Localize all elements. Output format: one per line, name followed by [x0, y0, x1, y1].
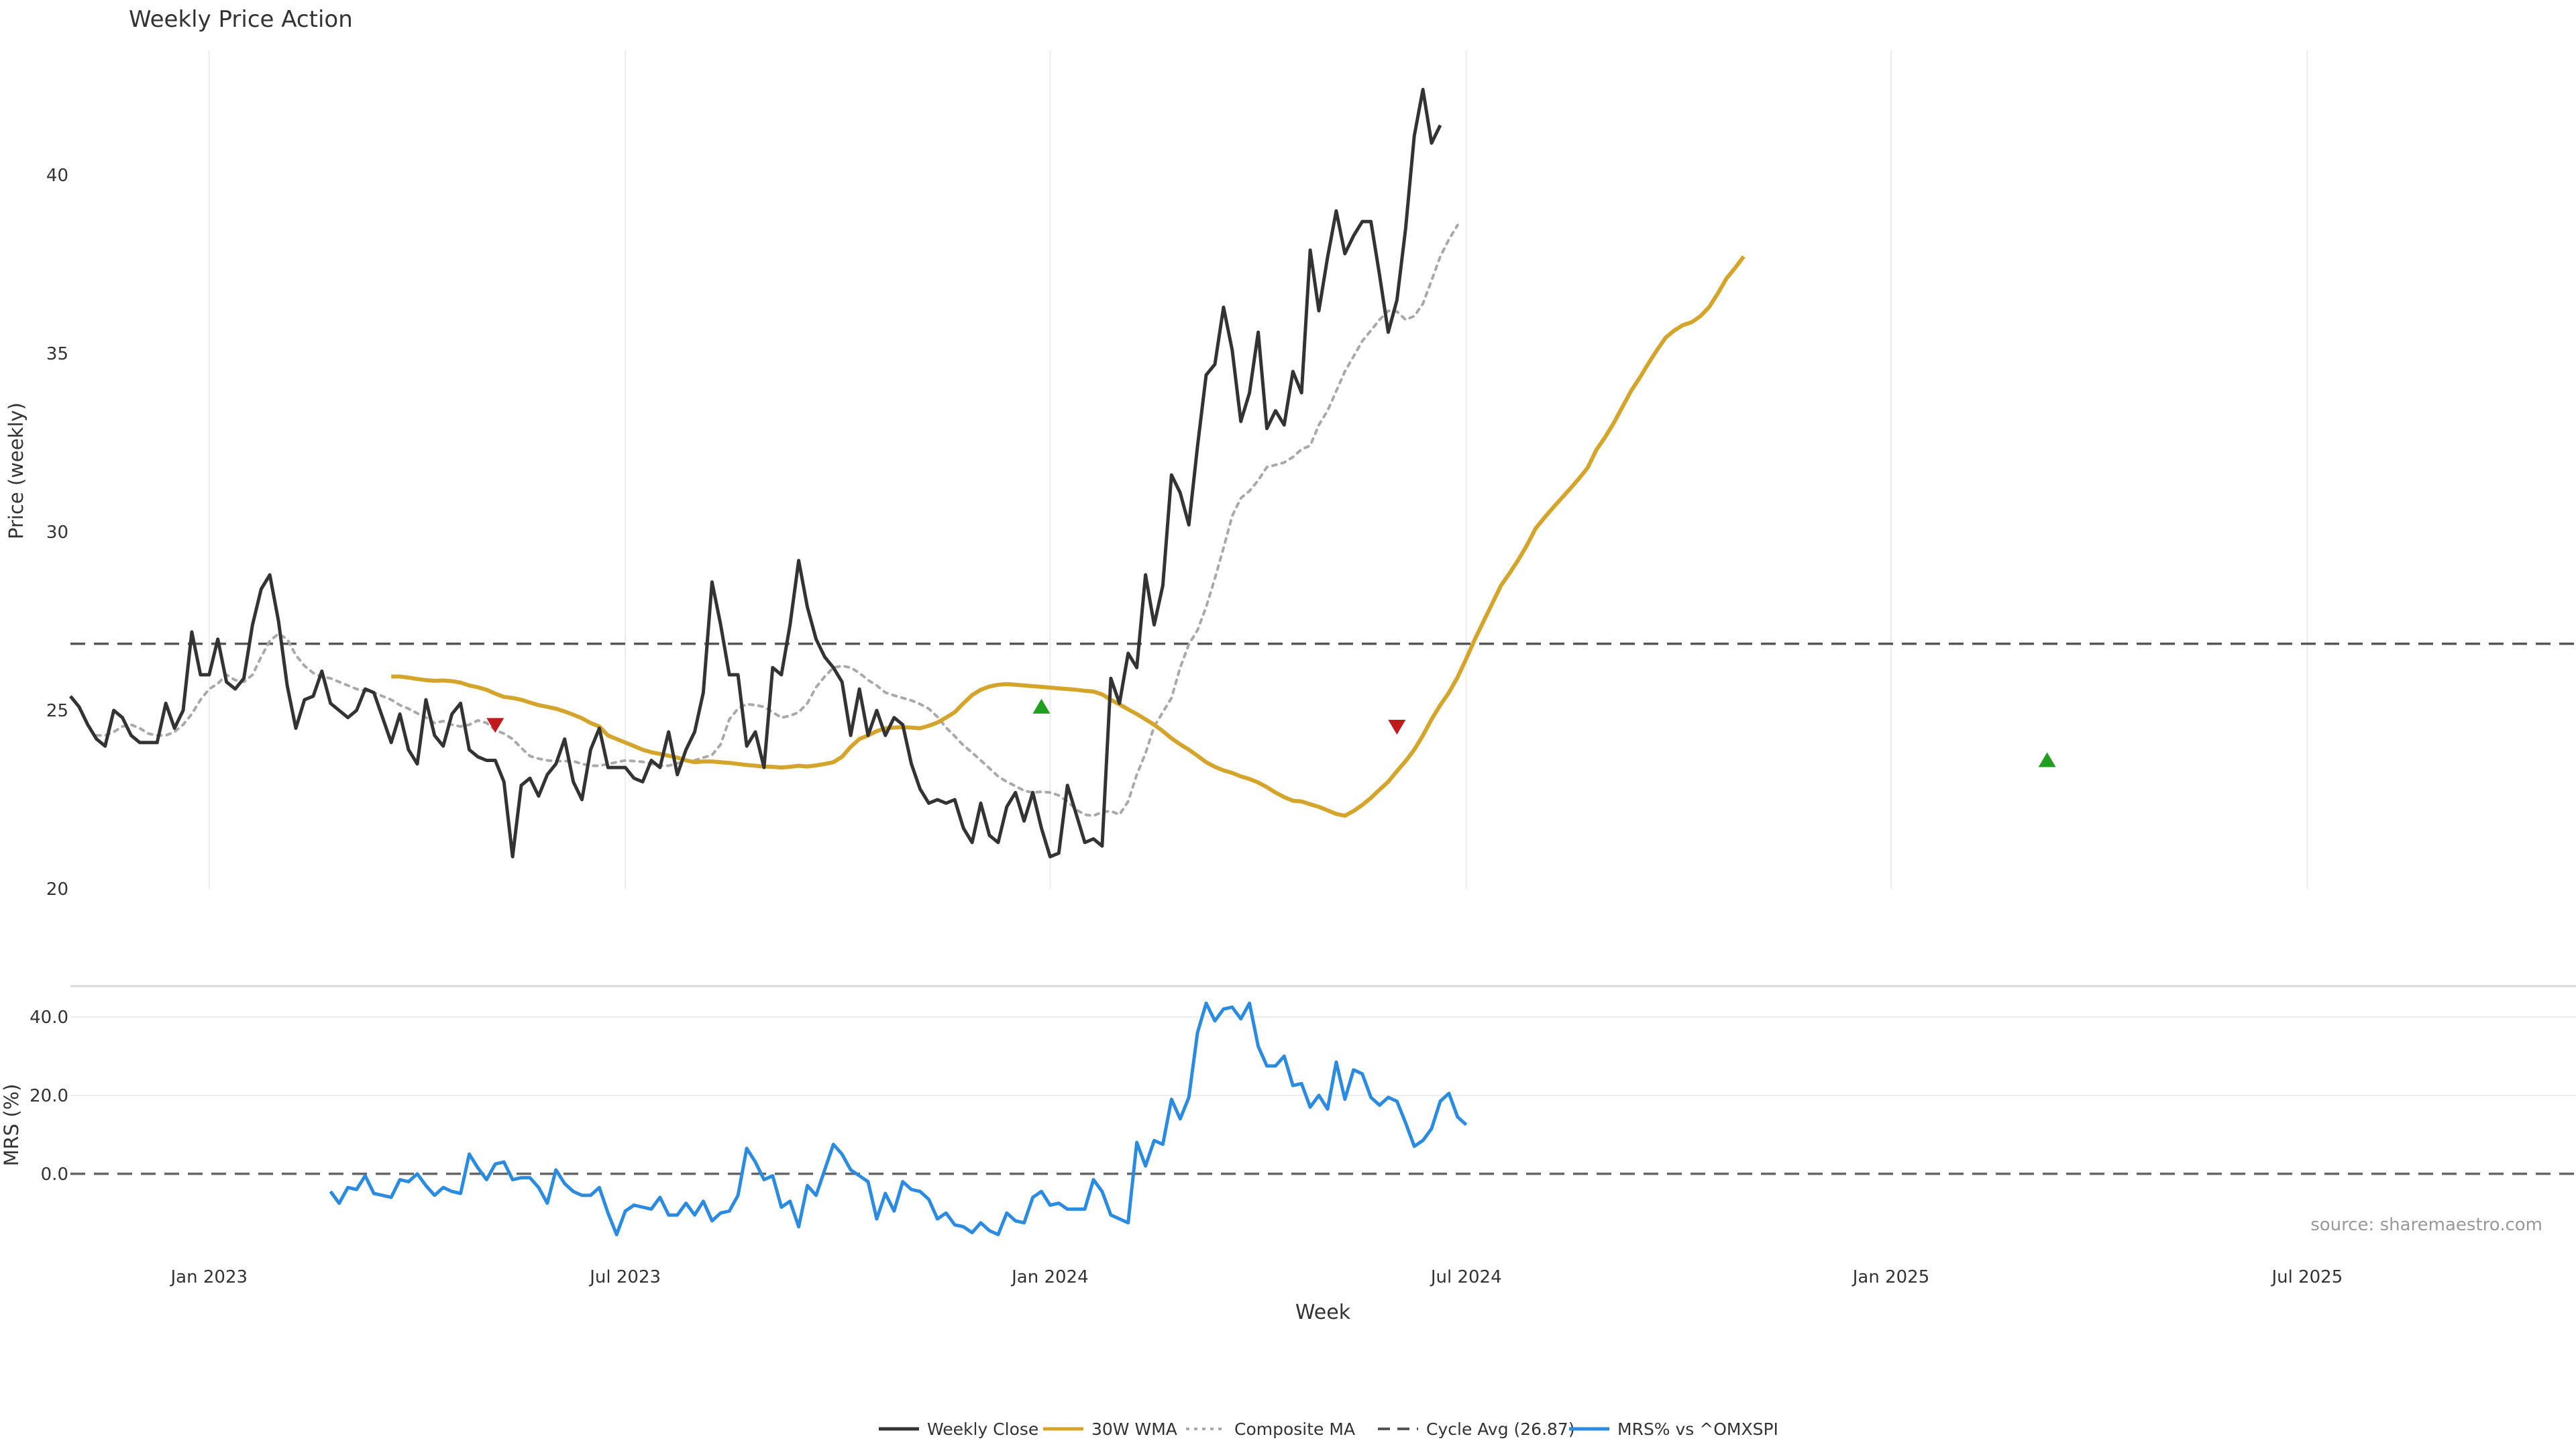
- x-tick-labels: Jan 2023 Jul 2023 Jan 2024 Jul 2024 Jan 2025…: [170, 1267, 2343, 1287]
- chart-title: Weekly Price Action: [129, 6, 353, 33]
- price-y-tick-label: 25: [46, 701, 68, 721]
- price-y-tick-label: 30: [46, 523, 68, 543]
- wma-30w-line: [391, 255, 1746, 818]
- weekly-close-line: [69, 88, 1442, 859]
- source-note: source: sharemaestro.com: [2310, 1215, 2542, 1235]
- buy-signal-marker: [1032, 698, 1051, 714]
- mrs-gridlines: [70, 1016, 2576, 1096]
- sell-signal-marker: [486, 718, 504, 733]
- x-tick-label: Jan 2025: [1851, 1267, 1930, 1287]
- price-gridlines: [208, 50, 2308, 889]
- mrs-y-tick-label: 0.0: [41, 1165, 68, 1185]
- legend-label: 30W WMA: [1091, 1419, 1177, 1439]
- signal-markers: [486, 698, 2056, 767]
- legend-label: Weekly Close: [927, 1419, 1038, 1439]
- mrs-line: [329, 1002, 1468, 1236]
- buy-signal-marker: [2038, 752, 2056, 767]
- price-y-tick-labels: 20 25 30 35 40: [46, 166, 68, 900]
- x-tick-label: Jan 2024: [1010, 1267, 1089, 1287]
- price-y-tick-label: 20: [46, 879, 68, 900]
- sell-signal-marker: [1388, 719, 1406, 735]
- mrs-y-tick-label: 20.0: [30, 1086, 68, 1106]
- legend-label: MRS% vs ^OMXSPI: [1617, 1419, 1778, 1439]
- price-y-tick-label: 40: [46, 166, 68, 186]
- legend: Weekly Close 30W WMA Composite MA Cycle Avg…: [879, 1419, 1778, 1439]
- x-tick-label: Jul 2025: [2270, 1267, 2343, 1287]
- price-y-axis-label: Price (weekly): [5, 402, 28, 539]
- x-axis-label: Week: [1295, 1301, 1351, 1324]
- x-tick-label: Jan 2023: [170, 1267, 248, 1287]
- mrs-y-axis-label: MRS (%): [0, 1084, 23, 1167]
- legend-label: Cycle Avg (26.87): [1426, 1419, 1575, 1439]
- price-y-tick-label: 35: [46, 344, 68, 364]
- mrs-y-tick-label: 40.0: [30, 1008, 68, 1028]
- x-tick-label: Jul 2024: [1430, 1267, 1502, 1287]
- x-tick-label: Jul 2023: [588, 1267, 661, 1287]
- mrs-y-tick-labels: 0.0 20.0 40.0: [30, 1008, 68, 1185]
- legend-label: Composite MA: [1234, 1419, 1355, 1439]
